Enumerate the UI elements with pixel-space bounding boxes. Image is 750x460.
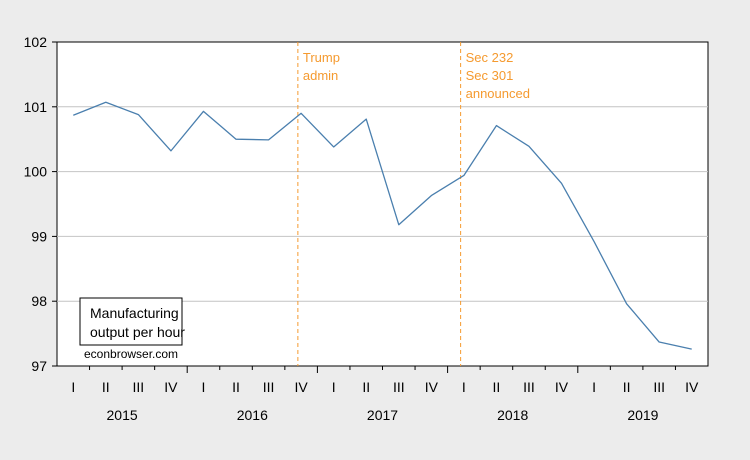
data-point	[398, 224, 400, 226]
x-tick-label: III	[653, 379, 665, 395]
credit-label: econbrowser.com	[84, 347, 178, 361]
data-point	[430, 194, 432, 196]
annotation-text: admin	[303, 68, 338, 83]
y-tick-label: 100	[24, 164, 48, 180]
y-tick-label: 99	[31, 228, 47, 244]
data-point	[365, 118, 367, 120]
x-tick-label: II	[623, 379, 631, 395]
series-line	[73, 101, 692, 350]
data-point	[202, 110, 204, 112]
annotation-text: Sec 301	[466, 68, 514, 83]
series-layer	[72, 101, 693, 350]
legend: Manufacturing output per hour	[79, 297, 185, 346]
x-tick-label: III	[263, 379, 275, 395]
x-tick-label: I	[202, 379, 206, 395]
y-tick-label: 98	[31, 293, 47, 309]
x-tick-label: I	[462, 379, 466, 395]
data-point	[691, 348, 693, 350]
x-tick-label: III	[393, 379, 405, 395]
annotation-text: announced	[466, 86, 530, 101]
legend-line-1: Manufacturing	[90, 305, 179, 321]
data-point	[332, 146, 334, 148]
annotations: Trump admin Sec 232 Sec 301 announced	[297, 42, 530, 366]
legend-line-2: output per hour	[90, 324, 185, 340]
y-axis: 97 98 99 100 101 102	[24, 34, 57, 374]
data-point	[170, 150, 172, 152]
y-tick-label: 101	[24, 99, 48, 115]
x-tick-label: III	[523, 379, 535, 395]
data-point	[300, 112, 302, 114]
data-point	[267, 139, 269, 141]
x-tick-label: IV	[164, 379, 178, 395]
data-point	[495, 124, 497, 126]
x-tick-label: I	[71, 379, 75, 395]
x-tick-label: IV	[555, 379, 569, 395]
x-axis: I II III IV I II III IV I II III IV I II III IV I II III IV…	[71, 366, 699, 423]
x-tick-label: III	[133, 379, 145, 395]
legend-box	[79, 297, 183, 346]
x-tick-label: II	[102, 379, 110, 395]
x-tick-label: II	[493, 379, 501, 395]
data-point	[625, 303, 627, 305]
data-point	[593, 240, 595, 242]
x-tick-label: I	[332, 379, 336, 395]
x-year-label: 2019	[627, 407, 658, 423]
annotation-text: Sec 232	[466, 50, 514, 65]
x-year-label: 2018	[497, 407, 528, 423]
x-tick-label: II	[362, 379, 370, 395]
data-point	[463, 174, 465, 176]
x-year-label: 2017	[367, 407, 398, 423]
x-tick-label: IV	[295, 379, 309, 395]
x-tick-label: IV	[425, 379, 439, 395]
y-tick-label: 102	[24, 34, 48, 50]
data-point	[235, 138, 237, 140]
data-point	[528, 145, 530, 147]
x-tick-label: II	[232, 379, 240, 395]
x-tick-label: I	[592, 379, 596, 395]
x-year-label: 2016	[237, 407, 268, 423]
y-tick-label: 97	[31, 358, 47, 374]
x-year-label: 2015	[107, 407, 138, 423]
annotation-text: Trump	[303, 50, 340, 65]
data-point	[72, 114, 74, 116]
x-tick-label: IV	[685, 379, 699, 395]
data-point	[105, 101, 107, 103]
data-point	[560, 182, 562, 184]
data-point	[658, 341, 660, 343]
data-point	[137, 113, 139, 115]
